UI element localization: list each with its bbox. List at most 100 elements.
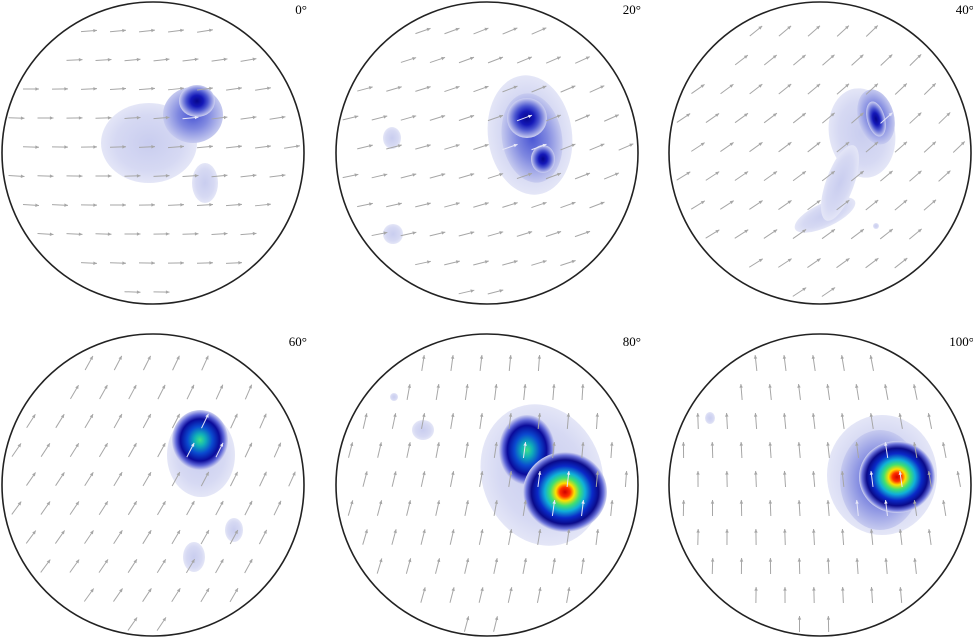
arrow-head bbox=[874, 141, 879, 146]
arrow-head bbox=[859, 170, 864, 175]
arrow-head bbox=[499, 231, 504, 235]
arrow-head bbox=[681, 500, 686, 504]
arrow-head bbox=[147, 588, 152, 593]
arrow-head bbox=[696, 471, 700, 475]
arrow-head bbox=[209, 261, 213, 265]
arrow-head bbox=[267, 202, 271, 207]
panel-label: 40° bbox=[956, 2, 973, 17]
arrow-head bbox=[787, 142, 792, 146]
arrow-head bbox=[194, 232, 199, 236]
density-contour bbox=[859, 441, 935, 513]
arrow-head bbox=[64, 87, 68, 91]
arrow-head bbox=[180, 144, 184, 149]
arrow-head bbox=[32, 472, 36, 477]
arrow-head bbox=[537, 413, 542, 417]
arrow-head bbox=[32, 530, 36, 535]
arrow-head bbox=[816, 200, 821, 204]
arrow-head bbox=[263, 471, 267, 476]
pole-figure-boundary bbox=[668, 1, 972, 305]
arrow-head bbox=[107, 232, 112, 236]
arrow-head bbox=[176, 355, 180, 360]
arrow-head bbox=[869, 413, 874, 417]
arrow-head bbox=[176, 588, 181, 593]
arrow-head bbox=[364, 471, 368, 476]
arrow-head bbox=[136, 290, 141, 294]
arrow-head bbox=[768, 558, 773, 562]
arrow-head bbox=[349, 442, 354, 447]
arrow-head bbox=[17, 443, 22, 448]
arrow-head bbox=[165, 174, 170, 178]
arrow-head bbox=[480, 587, 484, 592]
arrow-head bbox=[470, 114, 475, 119]
arrow-head bbox=[845, 141, 850, 146]
arrow-head bbox=[220, 500, 224, 505]
arrow-head bbox=[884, 558, 888, 562]
arrow-head bbox=[840, 471, 845, 475]
arrow-head bbox=[831, 229, 835, 233]
arrow-head bbox=[350, 500, 354, 505]
arrow-head bbox=[426, 86, 431, 90]
arrow-head bbox=[830, 171, 835, 175]
arrow-head bbox=[465, 384, 469, 388]
arrow-head bbox=[220, 559, 224, 564]
arrow-head bbox=[826, 384, 830, 388]
arrow-head bbox=[571, 259, 576, 264]
arrow-head bbox=[426, 144, 431, 148]
arrow-head bbox=[161, 384, 166, 389]
arrow-head bbox=[538, 529, 542, 533]
arrow-head bbox=[725, 413, 729, 417]
arrow-head bbox=[90, 588, 94, 593]
arrow-head bbox=[917, 228, 922, 233]
arrow-head bbox=[249, 558, 253, 563]
arrow-head bbox=[700, 142, 705, 147]
arrow-head bbox=[46, 501, 51, 506]
arrow-head bbox=[412, 115, 417, 119]
arrow-head bbox=[60, 472, 65, 477]
arrow-head bbox=[484, 85, 489, 90]
arrow-head bbox=[686, 171, 691, 176]
arrow-head bbox=[49, 232, 54, 237]
arrow-head bbox=[826, 558, 831, 562]
arrow-head bbox=[407, 384, 412, 388]
arrow-head bbox=[238, 202, 242, 207]
arrow-head bbox=[465, 442, 469, 446]
arrow-head bbox=[296, 144, 300, 149]
arrow-head bbox=[426, 260, 431, 264]
arrow-head bbox=[238, 86, 242, 91]
arrow-head bbox=[595, 529, 600, 533]
arrow-head bbox=[64, 145, 68, 149]
arrow-head bbox=[571, 143, 576, 148]
arrow-head bbox=[89, 355, 93, 360]
arrow-head bbox=[498, 56, 503, 61]
arrow-head bbox=[441, 173, 446, 177]
arrow-head bbox=[378, 442, 383, 447]
arrow-head bbox=[725, 471, 729, 475]
arrow-head bbox=[122, 261, 126, 265]
arrow-head bbox=[830, 54, 835, 59]
arrow-head bbox=[455, 85, 460, 90]
arrow-head bbox=[758, 200, 763, 204]
arrow-head bbox=[151, 86, 155, 91]
arrow-head bbox=[292, 471, 296, 476]
arrow-head bbox=[60, 414, 65, 419]
arrow-head bbox=[238, 144, 242, 149]
arrow-head bbox=[729, 142, 734, 146]
arrow-head bbox=[787, 200, 792, 204]
arrow-head bbox=[888, 229, 893, 233]
arrow-head bbox=[903, 199, 908, 204]
arrow-head bbox=[238, 261, 242, 265]
arrow-head bbox=[845, 83, 850, 88]
arrow-head bbox=[912, 384, 917, 389]
arrow-head bbox=[859, 112, 864, 117]
arrow-head bbox=[758, 142, 763, 146]
arrow-head bbox=[104, 443, 108, 448]
arrow-head bbox=[956, 471, 960, 476]
arrow-head bbox=[93, 261, 97, 265]
arrow-head bbox=[768, 384, 772, 388]
arrow-head bbox=[869, 587, 874, 591]
arrow-head bbox=[136, 57, 141, 62]
arrow-head bbox=[479, 355, 484, 359]
arrow-head bbox=[571, 201, 576, 206]
arrow-head bbox=[176, 413, 180, 418]
